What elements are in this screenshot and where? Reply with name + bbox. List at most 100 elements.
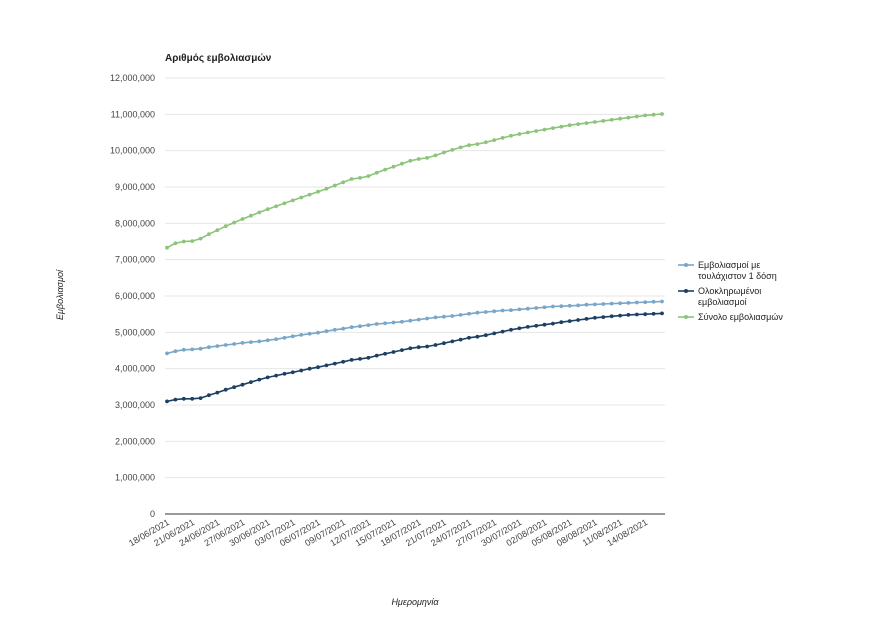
data-point (215, 344, 220, 348)
y-tick-label: 7,000,000 (115, 255, 155, 265)
data-point (509, 133, 513, 138)
data-point (299, 333, 304, 337)
data-point (198, 236, 203, 241)
data-point (282, 371, 287, 376)
data-point (551, 126, 555, 130)
data-point (467, 143, 471, 148)
data-point (609, 301, 614, 306)
data-point (265, 375, 270, 380)
data-point (425, 316, 429, 321)
data-point (366, 174, 371, 179)
data-point (601, 315, 606, 319)
chart-title: Αριθμός εμβολιασμών (165, 53, 272, 64)
data-point (358, 176, 362, 180)
data-point (165, 399, 169, 404)
data-point (534, 306, 539, 310)
data-point (316, 365, 320, 370)
data-point (324, 329, 329, 334)
data-point (643, 300, 648, 305)
data-point (366, 323, 371, 327)
series-group (165, 112, 664, 404)
data-point (190, 239, 195, 244)
data-point (525, 306, 530, 311)
data-point (626, 115, 631, 120)
data-point (257, 210, 262, 215)
data-point (332, 183, 337, 188)
data-point (181, 239, 186, 244)
legend-swatch-point (684, 289, 688, 293)
data-point (651, 112, 656, 117)
y-axis-label: Εμβολιασμοί (55, 269, 65, 320)
data-point (349, 177, 354, 181)
data-point (349, 358, 354, 362)
data-point (475, 142, 480, 147)
data-point (626, 313, 631, 317)
y-tick-label: 12,000,000 (110, 73, 155, 83)
data-point (223, 343, 228, 347)
data-point (634, 114, 639, 119)
legend-label: τουλάχιστον 1 δόση (698, 271, 777, 281)
data-point (425, 344, 429, 349)
data-point (324, 363, 329, 368)
data-point (442, 341, 446, 346)
data-point (383, 167, 387, 172)
data-point (173, 241, 178, 246)
data-point (391, 164, 396, 169)
data-point (215, 390, 220, 395)
y-tick-label: 2,000,000 (115, 436, 155, 446)
data-point (374, 170, 379, 175)
data-point (215, 228, 220, 233)
data-point (551, 321, 555, 326)
data-point (232, 342, 237, 346)
data-point (534, 323, 539, 328)
data-point (559, 320, 564, 325)
data-point (408, 346, 413, 351)
data-point (299, 368, 304, 373)
data-point (324, 186, 329, 191)
data-point (249, 340, 253, 344)
data-point (467, 335, 471, 340)
data-point (232, 385, 237, 390)
data-point (584, 317, 589, 321)
data-point (265, 338, 270, 343)
data-point (483, 310, 488, 314)
data-point (593, 315, 597, 320)
data-point (534, 129, 539, 133)
data-point (525, 325, 530, 329)
x-axis-ticks: 18/06/202121/06/202124/06/202127/06/2021… (127, 517, 649, 548)
data-point (400, 348, 404, 352)
data-point (593, 120, 597, 124)
data-point (181, 347, 186, 352)
data-point (307, 331, 312, 336)
data-point (500, 308, 505, 313)
data-point (643, 113, 648, 118)
data-point (341, 180, 346, 185)
data-point (316, 330, 320, 335)
data-point (416, 345, 421, 350)
series-line (166, 312, 663, 403)
data-point (290, 370, 295, 375)
data-point (551, 304, 555, 309)
data-point (450, 148, 455, 152)
data-point (567, 303, 572, 308)
data-point (391, 350, 396, 354)
data-point (618, 116, 622, 121)
data-point (458, 337, 463, 342)
data-point (634, 312, 639, 317)
data-point (223, 387, 228, 392)
data-point (274, 373, 278, 378)
data-point (240, 382, 245, 387)
data-point (198, 396, 203, 400)
data-point (618, 301, 622, 306)
data-point (509, 308, 513, 313)
legend-item-3[interactable]: Σύνολο εμβολιασμών (678, 312, 783, 322)
data-point (366, 355, 371, 360)
data-point (165, 351, 169, 356)
data-point (341, 359, 346, 364)
y-tick-label: 5,000,000 (115, 327, 155, 337)
data-point (559, 304, 564, 309)
y-tick-label: 6,000,000 (115, 291, 155, 301)
